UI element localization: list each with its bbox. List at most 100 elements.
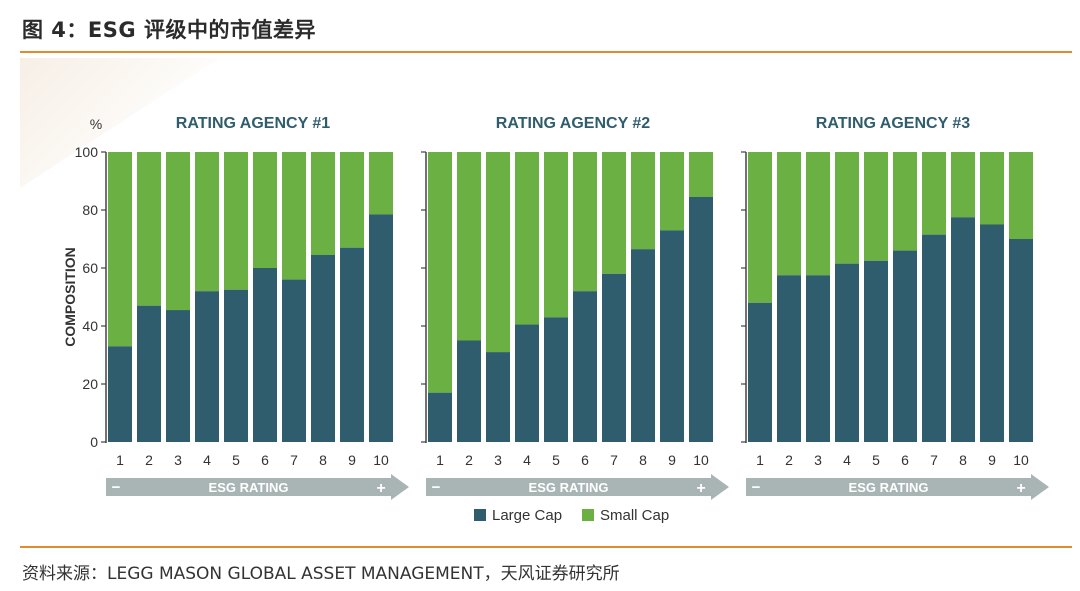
x-tick-label: 1 (116, 452, 124, 468)
x-tick-label: 10 (1013, 452, 1029, 468)
x-tick-label: 6 (261, 452, 269, 468)
figure-title: 图 4：ESG 评级中的市值差异 (22, 18, 316, 42)
bar-large-cap (748, 302, 772, 442)
bar-small-cap (922, 152, 946, 235)
bar-large-cap (835, 263, 859, 442)
esg-rating-arrow-2 (426, 474, 729, 500)
bar-small-cap (224, 152, 248, 290)
bar-large-cap (893, 250, 917, 442)
bar-small-cap (893, 152, 917, 251)
x-tick-label: 2 (785, 452, 793, 468)
y-tick-label: 0 (90, 434, 98, 450)
bar-large-cap (224, 289, 248, 442)
x-tick-label: 7 (610, 452, 618, 468)
legend-label-small-cap: Small Cap (600, 507, 669, 524)
bar-large-cap (486, 352, 510, 442)
top-rule (20, 51, 1072, 53)
bar-small-cap (835, 152, 859, 264)
x-tick-label: 5 (552, 452, 560, 468)
bar-small-cap (748, 152, 772, 303)
bar-large-cap (369, 214, 393, 442)
bar-small-cap (806, 152, 830, 276)
bar-large-cap (515, 324, 539, 442)
x-tick-label: 5 (232, 452, 240, 468)
arrow-minus-label: − (752, 479, 761, 496)
bar-small-cap (166, 152, 190, 311)
x-tick-label: 9 (988, 452, 996, 468)
bar-small-cap (864, 152, 888, 261)
bar-large-cap (282, 279, 306, 442)
bar-small-cap (340, 152, 364, 248)
x-tick-label: 1 (756, 452, 764, 468)
bar-large-cap (864, 260, 888, 442)
bar-large-cap (689, 196, 713, 442)
bar-small-cap (137, 152, 161, 306)
esg-rating-arrow-1 (106, 474, 409, 500)
source-note: 资料来源：LEGG MASON GLOBAL ASSET MANAGEMENT，… (22, 564, 620, 584)
bar-small-cap (428, 152, 452, 393)
legend-swatch-small-cap (582, 509, 594, 521)
bar-large-cap (980, 224, 1004, 442)
bar-large-cap (428, 392, 452, 442)
x-axis-label: ESG RATING (529, 480, 609, 495)
bar-large-cap (340, 247, 364, 442)
bar-large-cap (573, 291, 597, 442)
panel-title-2: RATING AGENCY #2 (496, 115, 651, 132)
arrow-minus-label: − (112, 479, 121, 496)
bar-large-cap (311, 254, 335, 442)
bar-large-cap (108, 346, 132, 442)
bar-large-cap (253, 268, 277, 442)
panel-title-1: RATING AGENCY #1 (176, 115, 331, 132)
x-tick-label: 3 (814, 452, 822, 468)
bar-large-cap (166, 310, 190, 442)
x-tick-label: 8 (959, 452, 967, 468)
bar-small-cap (108, 152, 132, 347)
x-axis-label: ESG RATING (209, 480, 289, 495)
x-tick-label: 2 (465, 452, 473, 468)
arrow-plus-label: + (696, 480, 705, 497)
x-tick-label: 7 (930, 452, 938, 468)
bar-large-cap (1009, 239, 1033, 442)
bar-small-cap (951, 152, 975, 218)
x-tick-label: 5 (872, 452, 880, 468)
y-tick-label: 100 (75, 144, 99, 160)
x-tick-label: 9 (348, 452, 356, 468)
x-tick-label: 3 (494, 452, 502, 468)
x-tick-label: 6 (581, 452, 589, 468)
bar-small-cap (486, 152, 510, 353)
arrow-minus-label: − (432, 479, 441, 496)
y-tick-label: 40 (82, 318, 98, 334)
x-tick-label: 7 (290, 452, 298, 468)
bar-small-cap (631, 152, 655, 250)
bar-small-cap (777, 152, 801, 276)
x-tick-label: 1 (436, 452, 444, 468)
y-axis-unit: % (90, 116, 102, 132)
bar-small-cap (689, 152, 713, 197)
bar-large-cap (660, 230, 684, 442)
y-tick-label: 20 (82, 376, 98, 392)
arrow-plus-label: + (376, 480, 385, 497)
y-tick-label: 80 (82, 202, 98, 218)
bar-small-cap (660, 152, 684, 231)
x-tick-label: 10 (693, 452, 709, 468)
bar-large-cap (922, 234, 946, 442)
x-tick-label: 2 (145, 452, 153, 468)
x-tick-label: 6 (901, 452, 909, 468)
x-tick-label: 10 (373, 452, 389, 468)
bar-large-cap (777, 275, 801, 442)
legend-label-large-cap: Large Cap (492, 507, 562, 524)
x-tick-label: 4 (843, 452, 851, 468)
bar-small-cap (602, 152, 626, 274)
panel-title-3: RATING AGENCY #3 (816, 115, 971, 132)
bar-small-cap (1009, 152, 1033, 239)
bar-small-cap (195, 152, 219, 292)
bar-large-cap (602, 273, 626, 442)
arrow-plus-label: + (1016, 480, 1025, 497)
bar-small-cap (544, 152, 568, 318)
bar-small-cap (282, 152, 306, 280)
bar-large-cap (806, 275, 830, 442)
bar-large-cap (544, 317, 568, 442)
bar-large-cap (631, 249, 655, 442)
bar-small-cap (980, 152, 1004, 225)
legend-swatch-large-cap (474, 509, 486, 521)
